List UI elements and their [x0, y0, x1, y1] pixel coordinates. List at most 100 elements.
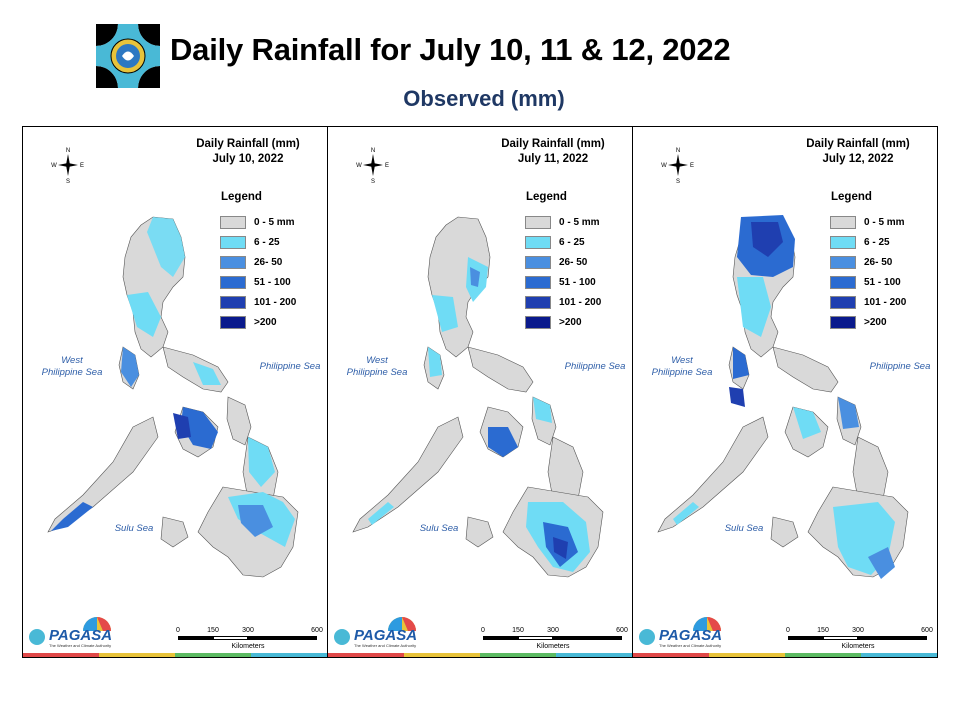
legend-label: 6 - 25 [559, 236, 585, 248]
sea-label-sulu: Sulu Sea [419, 523, 459, 534]
legend-label: 51 - 100 [559, 276, 596, 288]
pagasa-brand-logo: PAGASA The Weather and Climate Authority [27, 613, 117, 653]
legend-item: 101 - 200 [220, 295, 296, 309]
compass-rose-icon: N S W E [661, 148, 694, 185]
legend-label: 0 - 5 mm [254, 216, 295, 228]
legend-swatch [220, 215, 246, 229]
legend-item: 26- 50 [830, 255, 892, 269]
legend-title: Legend [831, 191, 872, 203]
scale-bar: 0 150 300 600 Kilometers [783, 627, 933, 653]
sea-label-east: Philippine Sea [869, 361, 931, 372]
legend-swatch [525, 255, 551, 269]
umbrella-icon [29, 617, 111, 645]
legend-label: 26- 50 [254, 256, 283, 268]
compass-rose-icon: N S W E [356, 148, 389, 185]
legend-label: >200 [254, 316, 277, 328]
legend-label: 101 - 200 [864, 296, 907, 308]
svg-text:N: N [676, 148, 680, 154]
legend-swatch [830, 215, 856, 229]
legend-item: 6 - 25 [830, 235, 890, 249]
pagasa-seal-logo [96, 24, 160, 88]
scale-units: Kilometers [841, 643, 875, 650]
scale-tick: 0 [786, 627, 790, 634]
legend-item: 0 - 5 mm [525, 215, 600, 229]
panel-title: Daily Rainfall (mm) July 12, 2022 [806, 138, 910, 165]
scale-units: Kilometers [536, 643, 570, 650]
legend-swatch [220, 235, 246, 249]
legend-swatch [220, 275, 246, 289]
svg-text:E: E [690, 163, 694, 169]
sea-label-east: Philippine Sea [259, 361, 321, 372]
map-panel-july-12: Daily Rainfall (mm) July 12, 2022 N S W E… [632, 126, 938, 658]
legend-item: >200 [220, 315, 277, 329]
scale-tick: 150 [207, 627, 219, 634]
philippines-map [352, 216, 604, 578]
brand-name: PAGASA [659, 627, 723, 644]
panel-title: Daily Rainfall (mm) July 11, 2022 [501, 138, 605, 165]
map-panel-july-11: Daily Rainfall (mm) July 11, 2022 N S W E… [327, 126, 633, 658]
legend-label: 101 - 200 [559, 296, 602, 308]
legend-swatch [830, 275, 856, 289]
legend-swatch [830, 295, 856, 309]
scale-tick: 0 [481, 627, 485, 634]
legend-label: 0 - 5 mm [559, 216, 600, 228]
legend-item: >200 [830, 315, 887, 329]
color-strip [328, 653, 632, 657]
legend-label: 26- 50 [559, 256, 588, 268]
legend-item: 0 - 5 mm [220, 215, 295, 229]
panel-title: Daily Rainfall (mm) July 10, 2022 [196, 138, 300, 165]
svg-text:W: W [661, 163, 667, 169]
scale-tick: 150 [817, 627, 829, 634]
brand-tagline: The Weather and Climate Authority [659, 643, 722, 648]
scale-tick: 300 [242, 627, 254, 634]
scale-bar: 0 150 300 600 Kilometers [173, 627, 323, 653]
legend-label: 51 - 100 [254, 276, 291, 288]
svg-text:S: S [371, 179, 375, 185]
legend-item: 0 - 5 mm [830, 215, 905, 229]
legend-item: 6 - 25 [220, 235, 280, 249]
sea-label-west: West Philippine Sea [346, 355, 408, 378]
legend-swatch [220, 315, 246, 329]
legend-swatch [830, 315, 856, 329]
legend-label: 101 - 200 [254, 296, 297, 308]
legend-item: 101 - 200 [830, 295, 906, 309]
umbrella-icon [639, 617, 721, 645]
scale-bar: 0 150 300 600 Kilometers [478, 627, 628, 653]
legend-item: 26- 50 [220, 255, 282, 269]
philippines-map [47, 216, 299, 578]
scale-tick: 300 [852, 627, 864, 634]
svg-text:S: S [66, 179, 70, 185]
sea-label-east: Philippine Sea [564, 361, 626, 372]
legend-swatch [525, 275, 551, 289]
color-strip [23, 653, 327, 657]
legend-swatch [830, 255, 856, 269]
scale-tick: 150 [512, 627, 524, 634]
legend-label: 6 - 25 [864, 236, 890, 248]
page-title: Daily Rainfall for July 10, 11 & 12, 202… [170, 32, 731, 67]
legend-item: 26- 50 [525, 255, 587, 269]
pagasa-brand-logo: PAGASA The Weather and Climate Authority [637, 613, 727, 653]
scale-units: Kilometers [231, 643, 265, 650]
legend-item: 51 - 100 [220, 275, 291, 289]
svg-text:E: E [80, 163, 84, 169]
svg-text:N: N [66, 148, 70, 154]
svg-text:W: W [51, 163, 57, 169]
scale-tick: 600 [921, 627, 933, 634]
legend-label: 0 - 5 mm [864, 216, 905, 228]
svg-text:S: S [676, 179, 680, 185]
umbrella-icon [334, 617, 416, 645]
map-panel-july-10: Daily Rainfall (mm) July 10, 2022 N S W E… [22, 126, 328, 658]
scale-tick: 600 [616, 627, 628, 634]
brand-name: PAGASA [354, 627, 418, 644]
legend-swatch [525, 315, 551, 329]
legend-swatch [525, 235, 551, 249]
legend-item: 6 - 25 [525, 235, 585, 249]
legend-title: Legend [526, 191, 567, 203]
legend-label: >200 [864, 316, 887, 328]
scale-tick: 0 [176, 627, 180, 634]
svg-text:E: E [385, 163, 389, 169]
legend-label: 6 - 25 [254, 236, 280, 248]
brand-name: PAGASA [49, 627, 113, 644]
scale-tick: 600 [311, 627, 323, 634]
legend-label: 26- 50 [864, 256, 893, 268]
